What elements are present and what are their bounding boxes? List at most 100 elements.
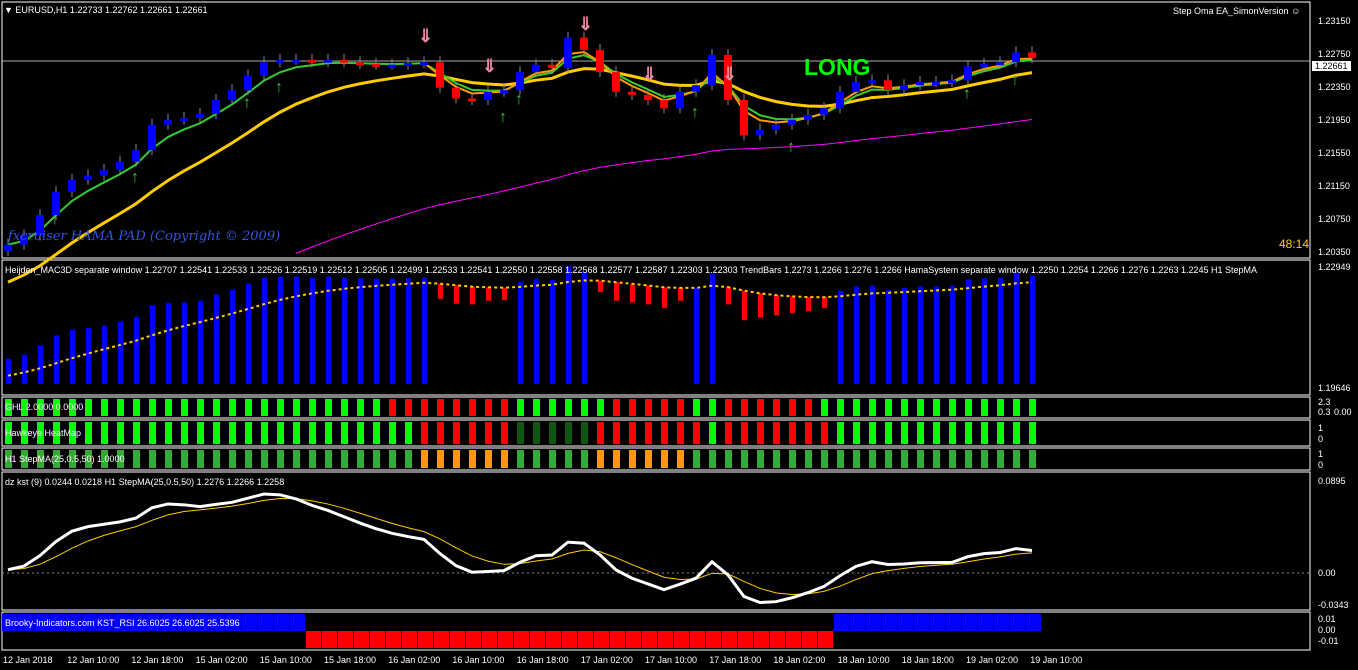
price-tick: 1.23150 (1318, 16, 1351, 26)
candle (20, 235, 28, 245)
ghl-bar (885, 399, 892, 416)
ghl-bar (117, 399, 124, 416)
kst-rsi-bar (114, 614, 129, 631)
kst-rsi-bar (722, 631, 737, 648)
stepma-bar (533, 450, 540, 468)
ghl-bar (997, 399, 1004, 416)
ghl-bar (901, 399, 908, 416)
candle (836, 91, 844, 109)
histogram-bar (630, 283, 635, 303)
kst-rsi-bar (354, 631, 369, 648)
candle (756, 129, 764, 136)
candle (996, 62, 1004, 66)
price-tick: 1.22350 (1318, 82, 1351, 92)
histogram-bar (1030, 275, 1035, 384)
candle (148, 124, 156, 151)
candle (564, 37, 572, 68)
kst-rsi-bar (18, 614, 33, 631)
ghl-bar (549, 399, 556, 416)
price-tick: 1.22949 (1318, 262, 1351, 272)
ghl-bar (917, 399, 924, 416)
time-tick: 18 Jan 02:00 (773, 655, 826, 665)
candle (820, 108, 828, 115)
heatmap-bar (245, 422, 252, 444)
kst-rsi-bar (882, 614, 897, 631)
histogram-bar (998, 277, 1003, 384)
kst-rsi-bar (466, 631, 481, 648)
candle (52, 192, 60, 216)
up-arrow-icon: ↑ (787, 139, 795, 156)
ghl-tick: 2.3 (1318, 397, 1331, 407)
histogram-bar (358, 278, 363, 384)
ghl-bar (245, 399, 252, 416)
histogram-bar (774, 295, 779, 316)
ghl-bar (485, 399, 492, 416)
price-tick: 1.21150 (1318, 181, 1350, 191)
ghl-bar (5, 399, 12, 416)
histogram-bar (886, 290, 891, 384)
up-arrow-icon: ↑ (275, 79, 283, 96)
kst-rsi-bar (978, 614, 993, 631)
heatmap-bar (661, 422, 668, 444)
kst-rsi-bar (642, 631, 657, 648)
candle (852, 81, 860, 92)
up-arrow-icon: ↑ (515, 91, 523, 108)
stepma-bar (549, 450, 556, 468)
up-arrow-icon: ↑ (51, 211, 59, 228)
price-tick: 1.22750 (1318, 49, 1351, 59)
ghl-bar (69, 399, 76, 416)
histogram-bar (646, 285, 651, 305)
candle (484, 91, 492, 101)
histogram-bar (678, 287, 683, 301)
histogram-bar (166, 303, 171, 384)
histogram-bar (1014, 273, 1019, 384)
histogram-bar (838, 290, 843, 384)
ghl-bar (181, 399, 188, 416)
ghl-bar (661, 399, 668, 416)
candle (548, 64, 556, 68)
candle (868, 80, 876, 84)
candle (228, 90, 236, 101)
ghl-bar (789, 399, 796, 416)
candle (308, 59, 316, 63)
histogram-bar (214, 294, 219, 384)
candle (964, 66, 972, 81)
down-arrow-icon: ⇓ (642, 64, 657, 84)
heatmap-bar (261, 422, 268, 444)
heatmap-bar (53, 422, 60, 444)
candle (180, 118, 188, 122)
heatmap-bar (181, 422, 188, 444)
candle (116, 161, 124, 170)
histogram-bar (54, 335, 59, 384)
kst-line (7, 492, 1033, 605)
stepma-bar (293, 450, 300, 468)
candle (948, 80, 956, 84)
candle (292, 59, 300, 63)
stepma-bar (997, 450, 1004, 468)
histogram-bar (438, 283, 443, 299)
histogram-bar (102, 325, 107, 384)
kst-rsi-bar (34, 614, 49, 631)
heatmap-bar (405, 422, 412, 444)
stepma-bar (341, 450, 348, 468)
heatmap-bar (517, 422, 524, 444)
time-tick: 12 Jan 2018 (3, 655, 53, 665)
heatmap-bar (341, 422, 348, 444)
kst-rsi-bar (162, 614, 177, 631)
kst-rsi-bar (578, 631, 593, 648)
histogram-bar (198, 300, 203, 384)
heatmap-bar (549, 422, 556, 444)
candle (68, 179, 76, 193)
ghl-bar (645, 399, 652, 416)
symbol-dropdown[interactable]: ▼ EURUSD,H1 1.22733 1.22762 1.22661 1.22… (4, 5, 208, 15)
stepma-bar (181, 450, 188, 468)
histogram-bar (454, 285, 459, 304)
stepma-bar (517, 450, 524, 468)
down-arrow-icon: ⇓ (722, 64, 737, 84)
heatmap-bar (309, 422, 316, 444)
stepma-bar (37, 450, 44, 468)
candle (164, 119, 172, 125)
histogram-bar (86, 328, 91, 384)
heatmap-bar (277, 422, 284, 444)
